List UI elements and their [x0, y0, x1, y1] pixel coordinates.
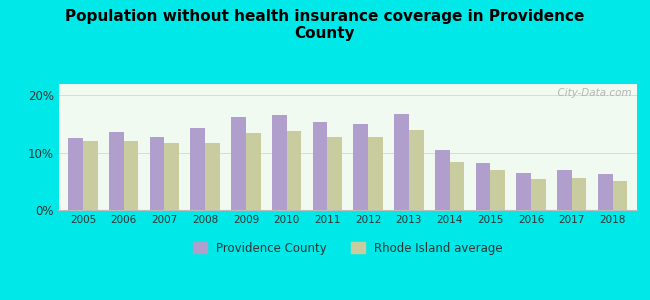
Bar — [394, 114, 409, 210]
Bar — [124, 141, 138, 210]
Bar — [109, 131, 124, 210]
Bar — [598, 174, 612, 210]
Bar — [246, 133, 261, 210]
Bar — [164, 143, 179, 210]
Text: Population without health insurance coverage in Providence
County: Population without health insurance cove… — [65, 9, 585, 41]
Bar — [612, 182, 627, 210]
Bar — [313, 122, 328, 210]
Bar — [287, 131, 302, 210]
Bar — [83, 141, 98, 210]
Bar — [328, 137, 342, 210]
Bar — [272, 115, 287, 210]
Bar — [476, 163, 490, 210]
Bar — [516, 173, 531, 210]
Bar — [205, 143, 220, 210]
Bar — [190, 128, 205, 210]
Bar — [531, 179, 546, 210]
Bar — [231, 117, 246, 210]
Bar — [368, 137, 383, 210]
Bar — [435, 150, 450, 210]
Bar — [68, 138, 83, 210]
Legend: Providence County, Rhode Island average: Providence County, Rhode Island average — [188, 237, 508, 260]
Bar — [557, 170, 572, 210]
Bar — [409, 130, 424, 210]
Bar — [150, 137, 164, 210]
Text: City-Data.com: City-Data.com — [551, 88, 631, 98]
Bar — [450, 163, 464, 210]
Bar — [354, 124, 368, 210]
Bar — [572, 178, 586, 210]
Bar — [490, 170, 505, 210]
